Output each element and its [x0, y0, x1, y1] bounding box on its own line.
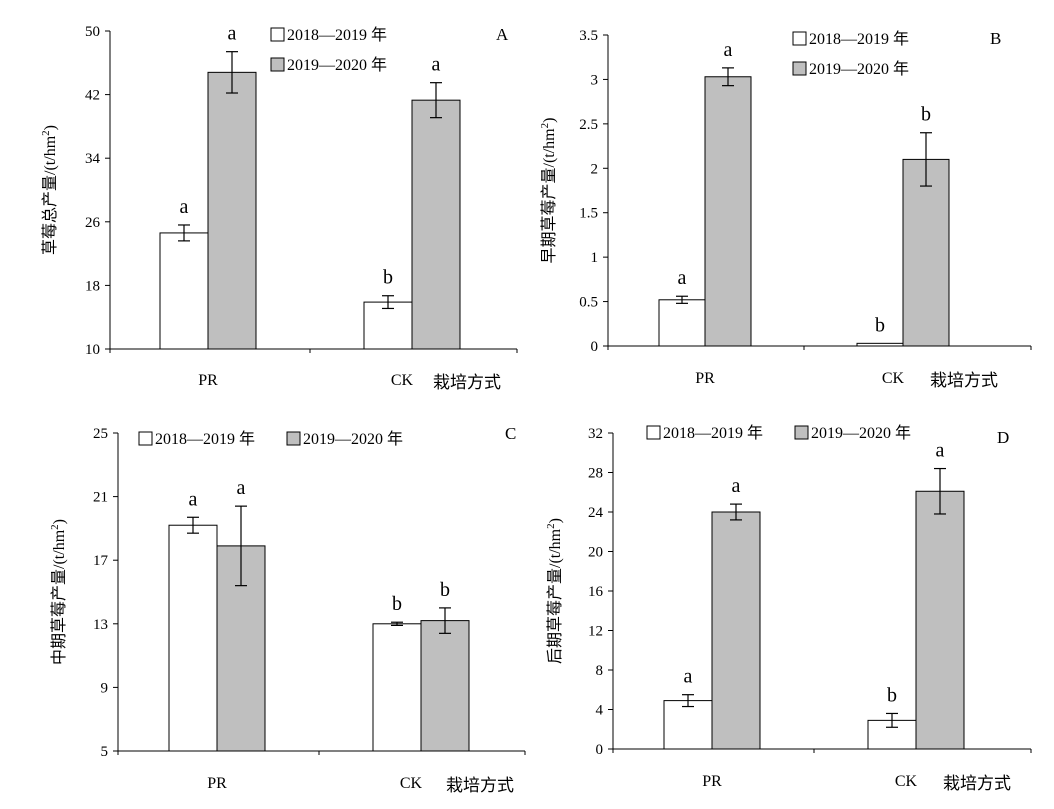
panel-c-bar-pr-s1: [168, 524, 218, 752]
panel-a-bar-pr-s1: [159, 232, 209, 350]
panel-b-ytick-label: 3: [591, 72, 599, 88]
panel-b-ytick-label: 2.5: [579, 117, 598, 133]
panel-d-ytick-label: 0: [596, 742, 604, 758]
panel-c-category-label: PR: [207, 775, 227, 792]
panel-a-legend-label: 2018—2019 年: [287, 26, 387, 44]
panel-a-sig-label: a: [228, 23, 237, 45]
panel-b-ytick-label: 0.5: [579, 295, 598, 311]
panel-b-ytick-label: 0: [591, 339, 599, 355]
panel-d-ytick-label: 20: [588, 545, 603, 561]
panel-a-letter: A: [496, 25, 509, 44]
panel-a-bar-pr-s2: [207, 71, 257, 350]
panel-b-sig-label: b: [921, 104, 931, 126]
panel-b-sig-label: b: [875, 314, 885, 336]
panel-b-bar-pr-s2: [704, 76, 752, 347]
panel-a-ytick-label: 18: [85, 278, 100, 294]
panel-a-ytick-label: 10: [85, 342, 100, 358]
panel-d-ytick-label: 28: [588, 466, 603, 482]
panel-b-letter: B: [990, 29, 1001, 48]
panel-d-sig-label: b: [887, 684, 897, 706]
panel-c-legend-swatch: [286, 431, 301, 446]
panel-d-legend-label: 2018—2019 年: [663, 424, 763, 442]
panel-b-legend-label: 2018—2019 年: [809, 30, 909, 48]
panel-b-category-label: CK: [882, 370, 905, 387]
panel-b-sig-label: a: [678, 267, 687, 289]
panel-c-legend-label: 2019—2020 年: [303, 430, 403, 448]
panel-d-bar-pr-s1: [663, 700, 713, 750]
panel-a-bar-ck-s1: [363, 301, 413, 350]
panel-d-sig-label: a: [936, 440, 945, 462]
panel-b-ytick-label: 1.5: [579, 206, 598, 222]
panel-c-x-title: 栽培方式: [446, 776, 514, 795]
panel-d-ytick-label: 12: [588, 624, 603, 640]
panel-b-legend-swatch: [792, 61, 807, 76]
panel-c-sig-label: b: [440, 579, 450, 601]
panel-b-category-label: PR: [695, 370, 715, 387]
panel-b-legend-swatch: [792, 31, 807, 46]
panel-b-legend-label: 2019—2020 年: [809, 60, 909, 78]
panel-b-sig-label: a: [724, 39, 733, 61]
panel-a-sig-label: a: [180, 196, 189, 218]
panel-c-sig-label: a: [189, 488, 198, 510]
panel-c-letter: C: [505, 424, 516, 443]
panel-c-legend-label: 2018—2019 年: [155, 430, 255, 448]
panel-b-x-title: 栽培方式: [930, 371, 998, 390]
panel-c-ytick-label: 13: [93, 617, 108, 633]
panel-a-ytick-label: 34: [85, 151, 101, 167]
panel-a-x-title: 栽培方式: [433, 373, 501, 392]
panel-c-ytick-label: 17: [93, 553, 109, 569]
panel-a-sig-label: b: [383, 267, 393, 289]
panel-b-ytick-label: 2: [591, 161, 599, 177]
panel-b-bar-pr-s1: [658, 299, 706, 347]
panel-d-ytick-label: 32: [588, 426, 603, 442]
panel-a-legend-swatch: [270, 57, 285, 72]
panel-a-ytick-label: 50: [85, 24, 100, 40]
panel-c-ytick-label: 9: [101, 680, 109, 696]
panel-a-legend-swatch: [270, 27, 285, 42]
panel-d-category-label: CK: [895, 773, 918, 790]
panel-a-category-label: PR: [198, 372, 218, 389]
panel-a-y-title: 草莓总产量/(t/hm2): [40, 125, 59, 255]
panel-b-bar-ck-s1: [856, 342, 904, 347]
panel-c-legend-swatch: [138, 431, 153, 446]
panel-d-legend-swatch: [646, 425, 661, 440]
panel-a-sig-label: a: [432, 54, 441, 76]
panel-d-sig-label: a: [732, 475, 741, 497]
panel-d-bar-pr-s2: [711, 511, 761, 750]
panel-b-ytick-label: 1: [591, 250, 599, 266]
panel-c-ytick-label: 5: [101, 744, 109, 760]
panel-d-bar-ck-s2: [915, 490, 965, 750]
panel-c-ytick-label: 21: [93, 490, 108, 506]
panel-c-category-label: CK: [400, 775, 423, 792]
panel-d-ytick-label: 24: [588, 505, 604, 521]
panel-d-legend-label: 2019—2020 年: [811, 424, 911, 442]
panel-a-legend-label: 2019—2020 年: [287, 56, 387, 74]
panel-d-ytick-label: 8: [596, 663, 604, 679]
panel-c-sig-label: b: [392, 593, 402, 615]
panel-a-category-label: CK: [391, 372, 414, 389]
panel-b-y-title: 早期草莓产量/(t/hm2): [539, 118, 558, 264]
panel-d-category-label: PR: [702, 773, 722, 790]
panel-d-legend-swatch: [794, 425, 809, 440]
panel-d-ytick-label: 16: [588, 584, 604, 600]
panel-a-ytick-label: 42: [85, 88, 100, 104]
panel-d-sig-label: a: [684, 666, 693, 688]
panel-c-ytick-label: 25: [93, 426, 108, 442]
panel-c-y-title: 中期草莓产量/(t/hm2): [49, 519, 68, 665]
panel-d-letter: D: [997, 428, 1009, 447]
panel-b-bar-ck-s2: [902, 158, 950, 347]
panel-a-bar-ck-s2: [411, 99, 461, 350]
panel-d-x-title: 栽培方式: [943, 774, 1011, 793]
panel-d-y-title: 后期草莓产量/(t/hm2): [545, 518, 564, 664]
panel-b-ytick-label: 3.5: [579, 28, 598, 44]
panel-c-bar-ck-s2: [420, 620, 470, 752]
panel-c-bar-ck-s1: [372, 623, 422, 752]
panel-d-ytick-label: 4: [596, 703, 604, 719]
panel-c-sig-label: a: [237, 477, 246, 499]
panel-a-ytick-label: 26: [85, 215, 101, 231]
